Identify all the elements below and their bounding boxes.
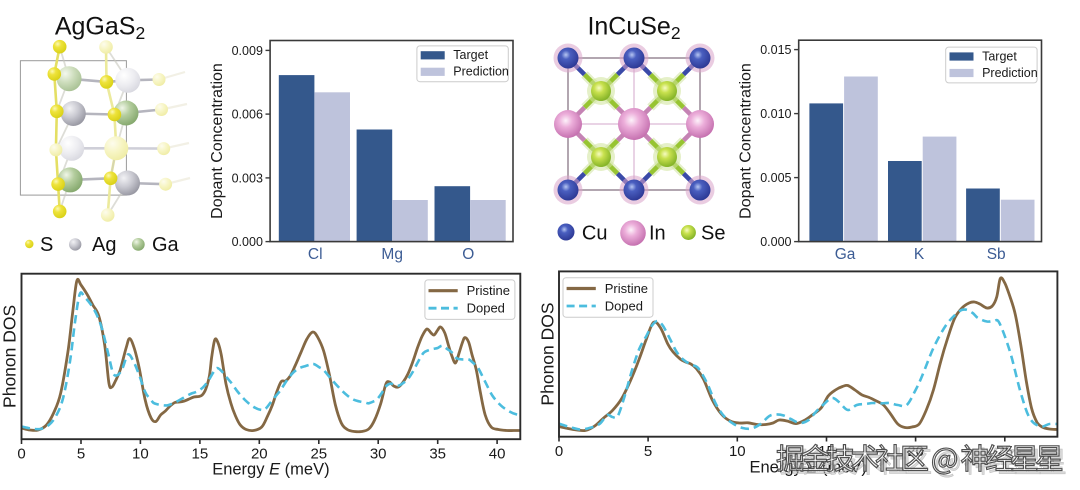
- svg-text:20: 20: [251, 446, 268, 463]
- svg-text:Prediction: Prediction: [982, 66, 1038, 80]
- svg-text:Phonon DOS: Phonon DOS: [538, 302, 558, 405]
- svg-text:25: 25: [310, 446, 327, 463]
- svg-text:10: 10: [729, 443, 746, 460]
- svg-text:Doped: Doped: [467, 301, 505, 316]
- svg-text:15: 15: [192, 446, 209, 463]
- svg-text:Cl: Cl: [308, 246, 323, 263]
- svg-text:35: 35: [429, 446, 446, 463]
- svg-text:Doped: Doped: [605, 299, 643, 314]
- svg-text:O: O: [462, 246, 474, 263]
- svg-text:In: In: [649, 223, 666, 245]
- svg-text:Target: Target: [982, 49, 1017, 63]
- svg-text:30: 30: [370, 446, 387, 463]
- svg-text:5: 5: [77, 446, 85, 463]
- svg-text:Dopant Concentration: Dopant Concentration: [738, 63, 755, 219]
- svg-text:Energy E (meV): Energy E (meV): [212, 461, 329, 479]
- svg-text:0: 0: [555, 443, 563, 460]
- svg-text:K: K: [914, 246, 925, 263]
- svg-text:InCuSe2: InCuSe2: [587, 13, 680, 44]
- svg-text:Mg: Mg: [381, 246, 403, 263]
- svg-text:Pristine: Pristine: [605, 281, 648, 296]
- svg-text:0: 0: [17, 446, 25, 463]
- svg-text:0.015: 0.015: [760, 43, 791, 57]
- svg-text:Sb: Sb: [987, 246, 1006, 263]
- svg-text:40: 40: [489, 446, 506, 463]
- svg-text:Cu: Cu: [582, 223, 608, 245]
- svg-text:Pristine: Pristine: [467, 283, 510, 298]
- svg-text:Target: Target: [453, 48, 488, 62]
- svg-text:Ga: Ga: [152, 234, 180, 256]
- svg-text:Dopant Concentration: Dopant Concentration: [209, 63, 226, 219]
- svg-text:0.003: 0.003: [232, 171, 263, 185]
- svg-text:10: 10: [132, 446, 149, 463]
- svg-text:0.009: 0.009: [232, 44, 263, 58]
- svg-text:Ga: Ga: [835, 246, 856, 263]
- svg-text:0.000: 0.000: [232, 235, 263, 249]
- svg-text:Prediction: Prediction: [453, 65, 509, 79]
- svg-text:S: S: [40, 234, 53, 256]
- svg-text:Ag: Ag: [92, 234, 116, 256]
- svg-text:0.006: 0.006: [232, 108, 263, 122]
- svg-text:Se: Se: [701, 223, 725, 245]
- svg-text:5: 5: [644, 443, 652, 460]
- svg-text:0.010: 0.010: [760, 107, 791, 121]
- svg-text:0.005: 0.005: [760, 171, 791, 185]
- svg-text:AgGaS2: AgGaS2: [55, 13, 145, 44]
- svg-text:0.000: 0.000: [760, 235, 791, 249]
- svg-text:Phonon DOS: Phonon DOS: [0, 305, 20, 408]
